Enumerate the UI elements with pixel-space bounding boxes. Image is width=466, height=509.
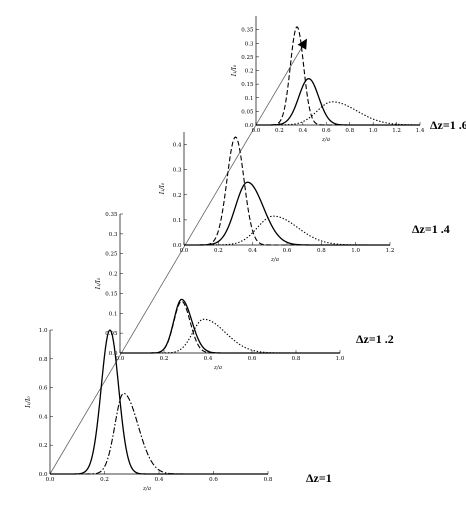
series-line-dotted xyxy=(256,101,421,126)
y-axis-label: I₁/I₀ xyxy=(95,277,102,290)
y-tick-label: 0.8 xyxy=(39,357,48,363)
series-line-solid xyxy=(120,298,340,354)
x-tick-label: 0.8 xyxy=(264,477,273,483)
series-line-dashed xyxy=(184,136,390,246)
y-tick-label: 0.35 xyxy=(241,28,254,34)
y-tick-label: 0.15 xyxy=(241,82,254,88)
x-tick-label: 0.8 xyxy=(317,248,326,254)
series-line-dashed xyxy=(120,300,340,354)
y-tick-label: 0.3 xyxy=(173,168,182,174)
panel-delta-z-label: Δz=1 .4 xyxy=(412,222,450,236)
series-line-dotted xyxy=(184,215,390,246)
x-tick-label: 0.2 xyxy=(275,128,284,134)
panel-delta-z-label: Δz=1 .2 xyxy=(356,332,394,346)
panel-delta-z-label: Δz=1 xyxy=(306,471,332,485)
y-axis-label: I₁/I₀ xyxy=(231,64,238,77)
series-line-dashdot xyxy=(50,392,268,475)
y-tick-label: 0.1 xyxy=(109,311,118,317)
y-tick-label: 0.15 xyxy=(105,291,118,297)
y-tick-label: 0.6 xyxy=(39,386,48,392)
x-tick-label: 0.4 xyxy=(204,356,213,362)
panel-4: 0.0 0.2 0.4 0.6 0.8 1.0 1.2 1.4 0.0 0.05 0.1 0.15 0.… xyxy=(231,16,466,143)
panel-delta-z-label: Δz=1 .6 xyxy=(430,118,466,132)
y-tick-label: 0.3 xyxy=(109,232,118,238)
y-tick-label: 0.05 xyxy=(105,331,118,337)
x-axis-label: z/a xyxy=(321,137,330,143)
y-tick-label: 0.35 xyxy=(105,212,118,218)
x-tick-label: 1.4 xyxy=(416,128,425,134)
y-tick-label: 0.1 xyxy=(173,218,182,224)
x-tick-label: 0.8 xyxy=(292,356,301,362)
panel-3: 0.0 0.2 0.4 0.6 0.8 1.0 1.2 0.0 0.1 0.2 0.3 0.4 z/a I… xyxy=(159,132,450,263)
y-tick-label: 0.0 xyxy=(39,472,48,478)
y-axis-label: I₁/I₀ xyxy=(25,396,32,409)
y-tick-label: 0.3 xyxy=(245,41,254,47)
panel-2: 0.0 0.2 0.4 0.6 0.8 1.0 0.0 0.05 0.1 0.15 0.2 0.25 0… xyxy=(95,212,394,371)
series-line-dotted xyxy=(120,318,340,354)
x-tick-label: 0.6 xyxy=(322,128,331,134)
y-tick-label: 0.2 xyxy=(173,193,182,199)
x-axis-label: z/a xyxy=(213,365,222,371)
y-tick-label: 0.0 xyxy=(245,123,254,129)
x-tick-label: 0.2 xyxy=(100,477,109,483)
y-tick-label: 0.2 xyxy=(109,272,118,278)
y-tick-label: 0.05 xyxy=(241,109,254,115)
y-tick-label: 0.1 xyxy=(245,96,254,102)
x-tick-label: 0.2 xyxy=(214,248,223,254)
x-axis-label: z/a xyxy=(270,257,279,263)
y-tick-label: 0.2 xyxy=(39,443,48,449)
x-tick-label: 1.0 xyxy=(369,128,378,134)
y-tick-label: 0.4 xyxy=(39,414,48,420)
x-tick-label: 0.4 xyxy=(248,248,257,254)
series-line-solid xyxy=(184,181,390,246)
x-tick-label: 0.6 xyxy=(283,248,292,254)
x-tick-label: 0.6 xyxy=(209,477,218,483)
x-tick-label: 0.0 xyxy=(252,128,261,134)
x-tick-label: 0.2 xyxy=(160,356,169,362)
diagonal-guide-arrow xyxy=(49,38,307,475)
x-tick-label: 1.0 xyxy=(336,356,345,362)
diagonal-arrow-line xyxy=(49,38,307,475)
y-tick-label: 1.0 xyxy=(39,328,48,334)
x-tick-label: 0.0 xyxy=(116,356,125,362)
x-tick-label: 0.0 xyxy=(46,477,55,483)
x-tick-label: 0.4 xyxy=(298,128,307,134)
x-axis-label: z/a xyxy=(142,486,151,492)
y-axis-label: I₁/I₀ xyxy=(159,182,166,195)
y-tick-label: 0.4 xyxy=(173,143,182,149)
x-tick-label: 1.2 xyxy=(386,248,395,254)
series-line-solid xyxy=(256,78,420,126)
x-tick-label: 1.0 xyxy=(351,248,360,254)
x-tick-label: 0.6 xyxy=(248,356,257,362)
series-line-dashed xyxy=(256,26,420,126)
x-tick-label: 0.4 xyxy=(155,477,164,483)
y-tick-label: 0.25 xyxy=(105,252,118,258)
x-tick-label: 0.8 xyxy=(345,128,354,134)
y-tick-label: 0.25 xyxy=(241,55,254,61)
y-tick-label: 0.0 xyxy=(109,351,118,357)
y-tick-label: 0.2 xyxy=(245,69,254,75)
y-tick-label: 0.0 xyxy=(173,243,182,249)
x-tick-label: 1.2 xyxy=(392,128,401,134)
panel-1: 0.0 0.2 0.4 0.6 0.8 0.0 0.2 0.4 0.6 0.8 1.0 z/a I₁/I… xyxy=(25,328,332,492)
x-tick-label: 0.0 xyxy=(180,248,189,254)
